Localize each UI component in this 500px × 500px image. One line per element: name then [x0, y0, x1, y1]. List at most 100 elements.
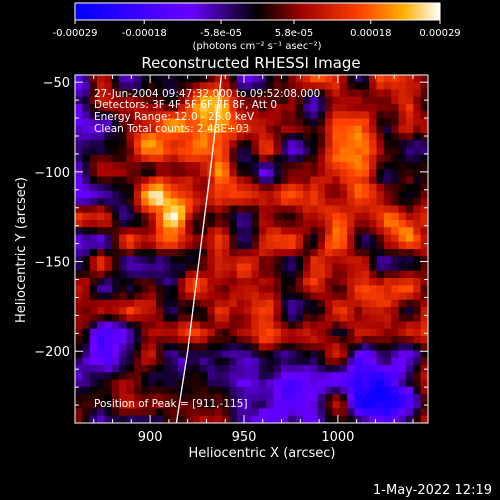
heatmap-cell	[163, 264, 171, 272]
heatmap-cell	[259, 126, 267, 134]
heatmap-cell	[332, 184, 340, 192]
heatmap-cell	[237, 177, 245, 185]
heatmap-cell	[303, 401, 311, 409]
heatmap-cell	[354, 314, 362, 322]
heatmap-cell	[391, 307, 399, 315]
heatmap-cell	[266, 140, 274, 148]
heatmap-cell	[391, 358, 399, 366]
heatmap-cell	[354, 90, 362, 98]
heatmap-cell	[119, 148, 127, 156]
heatmap-cell	[325, 155, 333, 163]
heatmap-cell	[82, 285, 90, 293]
heatmap-cell	[156, 322, 164, 330]
heatmap-cell	[252, 358, 260, 366]
heatmap-cell	[413, 343, 421, 351]
heatmap-cell	[229, 343, 237, 351]
heatmap-cell	[399, 148, 407, 156]
heatmap-cell	[171, 351, 179, 359]
heatmap-cell	[237, 213, 245, 221]
heatmap-cell	[318, 256, 326, 264]
heatmap-cell	[369, 394, 377, 402]
heatmap-cell	[288, 184, 296, 192]
heatmap-cell	[384, 111, 392, 119]
heatmap-cell	[384, 322, 392, 330]
heatmap-cell	[318, 242, 326, 250]
heatmap-cell	[229, 322, 237, 330]
heatmap-cell	[90, 314, 98, 322]
heatmap-cell	[104, 278, 112, 286]
heatmap-cell	[347, 416, 355, 424]
heatmap-cell	[332, 169, 340, 177]
heatmap-cell	[288, 401, 296, 409]
colorbar-tick-label: 0.00018	[350, 28, 391, 39]
heatmap-cell	[377, 416, 385, 424]
heatmap-cell	[318, 307, 326, 315]
heatmap-cell	[82, 387, 90, 395]
heatmap-cell	[266, 206, 274, 214]
heatmap-cell	[266, 119, 274, 127]
heatmap-cell	[229, 198, 237, 206]
heatmap-cell	[237, 300, 245, 308]
heatmap-cell	[185, 75, 193, 83]
heatmap-cell	[296, 387, 304, 395]
heatmap-cell	[310, 191, 318, 199]
heatmap-cell	[421, 409, 429, 417]
heatmap-cell	[303, 140, 311, 148]
heatmap-cell	[163, 220, 171, 228]
heatmap-cell	[399, 307, 407, 315]
heatmap-cell	[384, 133, 392, 141]
heatmap-cell	[296, 336, 304, 344]
heatmap-cell	[303, 104, 311, 112]
heatmap-cell	[332, 235, 340, 243]
heatmap-cell	[222, 177, 230, 185]
heatmap-cell	[281, 365, 289, 373]
heatmap-cell	[384, 409, 392, 417]
heatmap-cell	[266, 322, 274, 330]
heatmap-cell	[75, 119, 83, 127]
heatmap-cell	[178, 285, 186, 293]
heatmap-cell	[259, 372, 267, 380]
heatmap-cell	[156, 300, 164, 308]
heatmap-cell	[82, 75, 90, 83]
heatmap-cell	[244, 300, 252, 308]
heatmap-cell	[126, 148, 134, 156]
heatmap-cell	[391, 264, 399, 272]
heatmap-cell	[281, 322, 289, 330]
heatmap-cell	[281, 104, 289, 112]
heatmap-cell	[310, 336, 318, 344]
heatmap-cell	[391, 271, 399, 279]
heatmap-cell	[259, 271, 267, 279]
heatmap-cell	[413, 119, 421, 127]
heatmap-cell	[259, 169, 267, 177]
heatmap-cell	[377, 336, 385, 344]
heatmap-cell	[266, 416, 274, 424]
heatmap-cell	[237, 336, 245, 344]
heatmap-cell	[104, 372, 112, 380]
heatmap-cell	[369, 416, 377, 424]
heatmap-cell	[171, 329, 179, 337]
heatmap-cell	[126, 387, 134, 395]
heatmap-cell	[171, 242, 179, 250]
heatmap-cell	[406, 133, 414, 141]
heatmap-cell	[82, 133, 90, 141]
heatmap-cell	[413, 75, 421, 83]
heatmap-cell	[391, 155, 399, 163]
heatmap-cell	[141, 198, 149, 206]
heatmap-cell	[185, 300, 193, 308]
heatmap-cell	[90, 162, 98, 170]
heatmap-cell	[222, 249, 230, 257]
heatmap-cell	[384, 300, 392, 308]
heatmap-cell	[362, 249, 370, 257]
heatmap-cell	[354, 97, 362, 105]
heatmap-cell	[391, 394, 399, 402]
heatmap-cell	[421, 82, 429, 90]
heatmap-cell	[288, 177, 296, 185]
heatmap-cell	[134, 300, 142, 308]
heatmap-cell	[325, 285, 333, 293]
heatmap-cell	[288, 213, 296, 221]
heatmap-cell	[149, 358, 157, 366]
heatmap-cell	[399, 90, 407, 98]
heatmap-cell	[413, 177, 421, 185]
heatmap-cell	[156, 184, 164, 192]
heatmap-cell	[215, 169, 223, 177]
